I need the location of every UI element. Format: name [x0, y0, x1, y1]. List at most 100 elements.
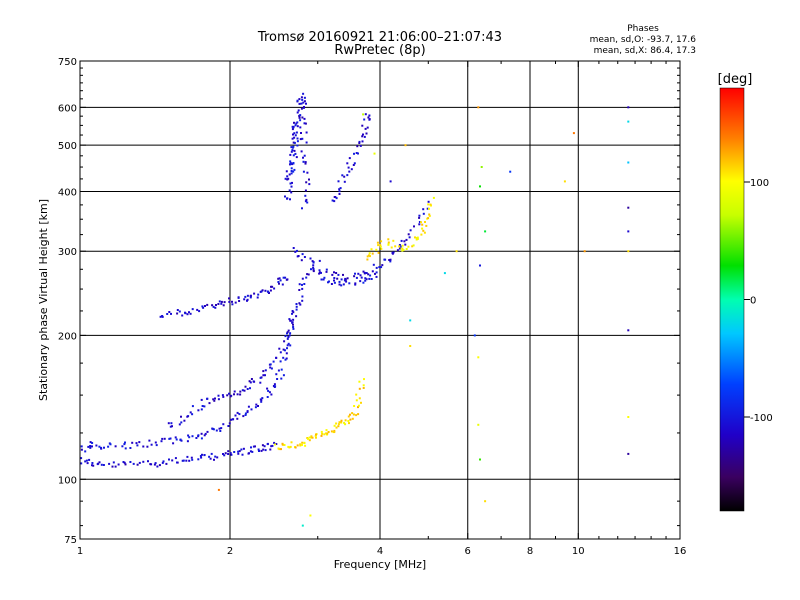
- data-point: [338, 280, 341, 283]
- data-point: [298, 102, 301, 105]
- data-point: [203, 454, 206, 456]
- data-point: [189, 312, 192, 315]
- colorbar-tick-label: 100: [750, 178, 769, 189]
- data-point: [161, 437, 164, 440]
- data-point: [305, 131, 308, 134]
- data-point: [289, 332, 292, 335]
- data-point: [627, 230, 630, 233]
- data-point: [117, 463, 120, 466]
- data-point: [309, 257, 312, 260]
- data-point: [246, 298, 249, 301]
- data-point: [285, 352, 288, 355]
- data-point: [293, 132, 296, 135]
- data-point: [308, 178, 310, 181]
- data-point: [289, 198, 291, 201]
- data-point: [200, 456, 203, 459]
- data-point: [266, 290, 269, 293]
- data-point: [108, 462, 111, 465]
- data-point: [246, 410, 249, 413]
- y-tick-label: 500: [58, 141, 77, 152]
- data-point: [89, 446, 92, 449]
- data-point: [222, 395, 225, 398]
- data-point: [154, 462, 157, 465]
- data-point: [326, 432, 329, 435]
- data-point: [206, 303, 209, 306]
- data-point: [479, 185, 481, 188]
- data-point: [287, 342, 290, 345]
- data-point: [251, 450, 254, 453]
- data-point: [228, 300, 231, 303]
- data-point: [292, 311, 295, 314]
- data-point: [276, 378, 279, 380]
- data-point: [233, 393, 235, 396]
- data-point: [201, 453, 203, 456]
- data-point: [289, 182, 292, 185]
- data-point: [89, 441, 92, 444]
- data-point: [301, 287, 304, 290]
- data-point: [249, 381, 252, 384]
- data-point: [383, 258, 386, 261]
- data-point: [259, 381, 262, 384]
- data-point: [401, 247, 404, 250]
- x-tick-label: 2: [227, 546, 233, 557]
- data-point: [304, 162, 307, 165]
- y-tick-label: 750: [58, 57, 77, 68]
- data-point: [375, 271, 378, 274]
- data-point: [342, 283, 345, 286]
- data-point: [420, 221, 422, 224]
- data-point: [304, 444, 307, 447]
- data-point: [298, 302, 301, 305]
- data-point: [333, 424, 336, 427]
- data-point: [217, 303, 220, 305]
- data-point: [292, 323, 294, 326]
- data-point: [312, 266, 315, 269]
- data-point: [254, 445, 256, 448]
- data-point: [84, 460, 87, 463]
- data-point: [257, 293, 260, 296]
- data-point: [379, 245, 382, 248]
- data-point: [407, 233, 410, 236]
- data-point: [209, 457, 212, 460]
- data-point: [296, 444, 299, 447]
- data-point: [351, 417, 354, 420]
- data-point: [292, 327, 295, 330]
- data-point: [255, 403, 258, 406]
- data-point: [372, 263, 375, 266]
- data-point: [191, 308, 194, 311]
- data-point: [307, 437, 309, 440]
- data-point: [178, 423, 181, 426]
- data-point: [196, 308, 199, 311]
- data-point: [136, 463, 139, 466]
- data-point: [299, 126, 302, 129]
- data-point: [422, 229, 425, 232]
- data-point: [215, 304, 217, 306]
- data-point: [357, 152, 359, 155]
- data-point: [189, 411, 192, 414]
- data-point: [199, 455, 202, 457]
- data-point: [282, 356, 285, 359]
- data-point: [366, 126, 369, 129]
- data-point: [402, 249, 405, 251]
- data-point: [237, 450, 240, 453]
- data-point: [257, 405, 259, 407]
- data-point: [203, 434, 206, 437]
- data-point: [161, 315, 164, 317]
- data-point: [362, 270, 365, 273]
- data-point: [148, 439, 151, 442]
- data-point: [96, 463, 99, 466]
- data-point: [315, 436, 317, 439]
- data-point: [302, 101, 305, 104]
- data-point: [244, 295, 247, 298]
- data-point: [244, 412, 247, 415]
- data-point: [363, 271, 366, 274]
- data-point: [223, 301, 226, 304]
- data-point: [286, 178, 289, 181]
- data-point: [572, 132, 575, 135]
- data-point: [219, 430, 222, 432]
- data-point: [169, 437, 172, 440]
- data-point: [249, 295, 252, 298]
- data-point: [301, 299, 304, 302]
- data-point: [100, 447, 103, 450]
- data-point: [338, 190, 341, 193]
- data-point: [305, 141, 308, 144]
